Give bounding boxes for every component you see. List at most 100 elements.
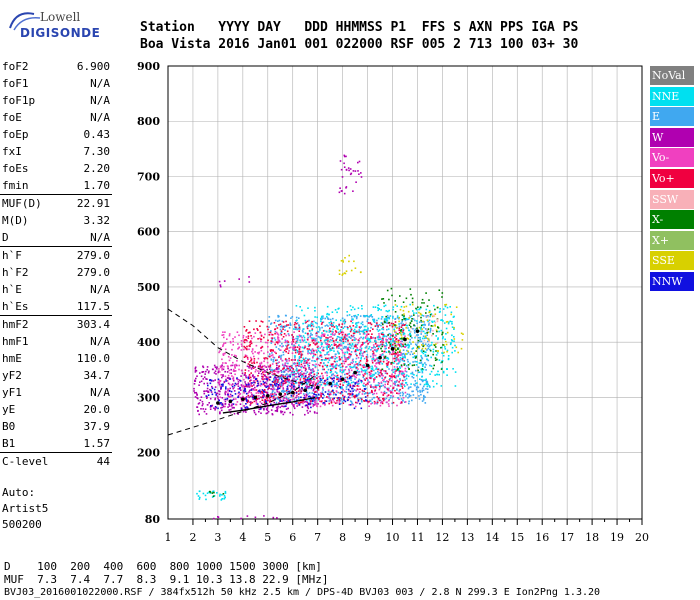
echo-point <box>378 324 381 326</box>
echo-point <box>370 314 373 316</box>
echo-point <box>277 334 280 336</box>
echo-point <box>362 336 365 339</box>
echo-point <box>395 335 398 337</box>
echo-point <box>306 387 308 389</box>
echo-point <box>347 333 349 336</box>
echo-point <box>320 335 323 337</box>
echo-point <box>297 336 299 338</box>
echo-point <box>401 382 404 384</box>
echo-point <box>341 323 344 325</box>
echo-point <box>336 350 339 353</box>
echo-point <box>311 385 313 388</box>
echo-point <box>231 399 234 402</box>
echo-point <box>319 327 321 329</box>
echo-point <box>432 333 434 335</box>
echo-point <box>363 325 366 328</box>
echo-point <box>386 387 389 390</box>
echo-point <box>286 381 289 383</box>
echo-point <box>377 307 379 309</box>
echo-point <box>421 330 423 332</box>
echo-point <box>419 359 422 362</box>
echo-point <box>217 378 220 381</box>
echo-point <box>257 338 259 340</box>
echo-point <box>369 384 372 387</box>
echo-point <box>436 373 439 376</box>
echo-point <box>258 365 260 368</box>
echo-point <box>354 383 357 385</box>
echo-point <box>265 385 267 387</box>
echo-point <box>303 314 306 317</box>
echo-point <box>338 343 341 346</box>
y-tick-label: 500 <box>137 281 160 294</box>
echo-point <box>372 306 375 308</box>
echo-point <box>225 380 227 382</box>
echo-point <box>260 335 263 337</box>
echo-point <box>377 317 380 320</box>
echo-point <box>254 370 257 373</box>
echo-point <box>380 391 383 394</box>
echo-point <box>399 379 402 381</box>
echo-point <box>268 331 270 334</box>
echo-point <box>317 345 320 348</box>
echo-point <box>331 311 334 313</box>
echo-point <box>415 397 417 399</box>
echo-point <box>310 332 312 335</box>
echo-point <box>422 342 424 345</box>
x-tick-label: 11 <box>410 531 424 544</box>
echo-point <box>316 395 318 397</box>
echo-point <box>438 373 440 376</box>
echo-point <box>273 401 275 404</box>
echo-point <box>346 384 349 386</box>
echo-point <box>382 358 385 361</box>
echo-point <box>318 398 320 400</box>
echo-point <box>328 331 331 333</box>
echo-point <box>339 408 341 410</box>
echo-point <box>425 308 428 311</box>
echo-point <box>328 359 331 361</box>
echo-point <box>446 331 449 334</box>
echo-point <box>336 376 338 378</box>
echo-point <box>380 402 382 404</box>
echo-point <box>349 347 352 349</box>
echo-point <box>388 317 391 320</box>
echo-point <box>347 167 350 169</box>
echo-point <box>300 361 303 363</box>
echo-point <box>439 310 441 313</box>
echo-point <box>285 405 287 407</box>
echo-point <box>356 385 359 387</box>
echo-point <box>391 368 394 371</box>
echo-point <box>349 397 351 399</box>
echo-point <box>424 347 427 350</box>
echo-point <box>222 385 224 387</box>
echo-point <box>359 360 362 362</box>
echo-point <box>364 347 367 349</box>
echo-point <box>382 335 385 338</box>
echo-point <box>418 311 420 314</box>
param-value: 20.0 <box>83 403 111 416</box>
echo-point <box>306 391 308 393</box>
echo-point <box>347 388 350 391</box>
echo-point <box>273 356 276 359</box>
param-row: fxI 7.30 <box>0 143 112 160</box>
echo-point <box>255 320 257 322</box>
echo-point <box>240 517 242 520</box>
echo-point <box>224 496 226 499</box>
echo-point <box>395 358 398 361</box>
echo-point <box>377 382 380 384</box>
echo-point <box>352 332 355 335</box>
echo-point <box>322 317 324 319</box>
echo-point <box>281 400 283 402</box>
echo-point <box>405 381 407 384</box>
echo-point <box>217 371 219 374</box>
y-tick-label: 900 <box>137 60 160 73</box>
echo-point <box>220 383 223 386</box>
echo-point <box>246 365 249 368</box>
echo-point <box>278 356 280 359</box>
echo-point <box>320 339 322 342</box>
echo-point <box>376 396 378 398</box>
echo-point <box>383 355 385 358</box>
echo-point <box>316 330 319 333</box>
echo-point <box>298 369 300 371</box>
echo-point <box>387 361 390 363</box>
echo-point <box>333 392 335 394</box>
